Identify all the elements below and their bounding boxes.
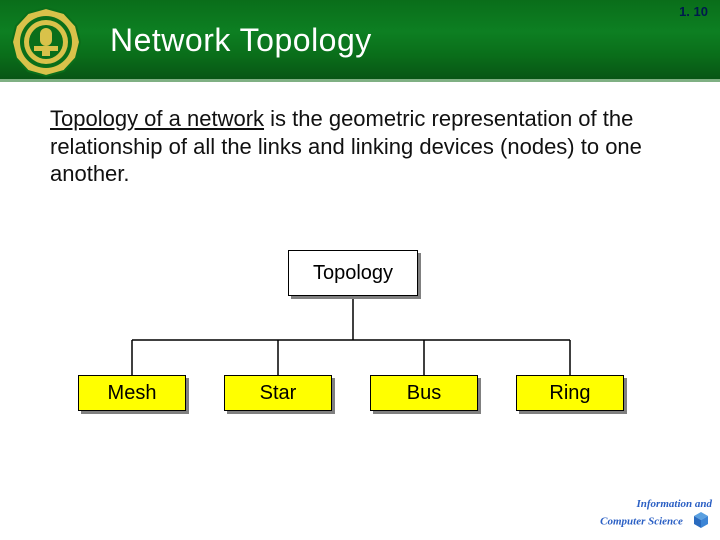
tree-root-node: Topology xyxy=(288,250,418,296)
footer-line1: Information and xyxy=(637,498,713,510)
institution-badge-icon xyxy=(10,6,82,78)
body-underlined: Topology of a network xyxy=(50,106,264,131)
tree-root-label: Topology xyxy=(313,262,393,285)
tree-child-label: Ring xyxy=(549,382,590,405)
slide-header: Network Topology 1. 10 xyxy=(0,0,720,82)
footer-cube-icon xyxy=(690,510,712,534)
tree-child-star: Star xyxy=(224,375,332,411)
tree-child-mesh: Mesh xyxy=(78,375,186,411)
tree-child-ring: Ring xyxy=(516,375,624,411)
tree-child-bus: Bus xyxy=(370,375,478,411)
tree-child-label: Bus xyxy=(407,382,441,405)
topology-tree-diagram: Topology Mesh Star Bus Ring xyxy=(0,250,720,470)
slide-body-text: Topology of a network is the geometric r… xyxy=(50,105,670,188)
tree-child-label: Star xyxy=(260,382,297,405)
slide-number: 1. 10 xyxy=(679,4,708,19)
footer-branding: Information and Computer Science xyxy=(600,499,712,534)
slide-title: Network Topology xyxy=(110,22,372,59)
tree-child-label: Mesh xyxy=(108,382,157,405)
footer-line2: Computer Science xyxy=(600,516,683,528)
